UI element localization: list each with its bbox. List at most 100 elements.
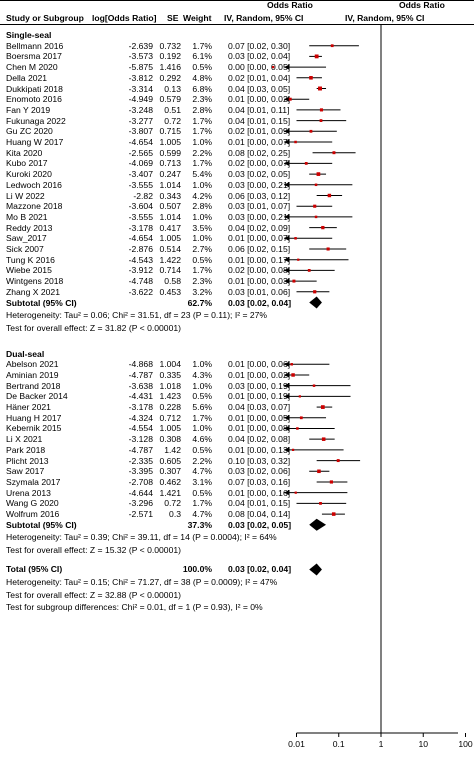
study-arrow-left [284,214,289,220]
study-log-or: -4.868 [128,359,153,370]
study-point [326,247,330,251]
study-log-or: -3.296 [128,498,153,509]
plot-method-header: IV, Random, 95% CI [345,13,425,23]
study-se: 1.005 [159,423,181,434]
study-log-or: -4.787 [128,444,153,455]
study-name: Kubo 2017 [6,158,48,169]
study-weight: 4.7% [192,509,212,520]
study-log-or: -2.708 [128,476,153,487]
study-weight: 4.6% [192,434,212,445]
study-name: Li W 2022 [6,190,45,201]
study-point [332,151,336,155]
study-weight: 1.0% [192,423,212,434]
study-name: Szymala 2017 [6,476,61,487]
study-name: Tung K 2016 [6,254,55,265]
subgroup-differences: Test for subgroup differences: Chi² = 0.… [6,601,263,612]
study-ci: 0.01 [0.00, 0.06] [228,359,291,370]
study-ci: 0.04 [0.01, 0.15] [228,498,291,509]
study-name: Aminian 2019 [6,369,59,380]
study-se: 0.712 [159,412,181,423]
study-ci: 0.06 [0.03, 0.12] [228,190,291,201]
study-log-or: -3.912 [128,265,153,276]
study-ci: 0.02 [0.01, 0.04] [228,72,291,83]
study-ci: 0.00 [0.00, 0.05] [228,62,291,73]
study-point [318,86,322,91]
study-point [319,501,322,505]
study-ci: 0.04 [0.03, 0.07] [228,402,291,413]
study-point [320,405,325,409]
x-tick-label: 100 [458,739,473,749]
study-weight: 1.7% [192,115,212,126]
col-se-header: SE [167,13,179,23]
study-name: Dukkipati 2018 [6,83,63,94]
study-ci: 0.03 [0.00, 0.21] [228,211,291,222]
study-ci: 0.01 [0.00, 0.19] [228,391,291,402]
study-weight: 3.2% [192,286,212,297]
study-point [317,469,321,474]
study-name: Kita 2020 [6,147,43,158]
study-se: 0.72 [164,498,181,509]
study-weight: 1.7% [192,412,212,423]
study-se: 1.422 [159,254,181,265]
study-se: 0.307 [159,466,181,477]
total-heterogeneity: Heterogeneity: Tau² = 0.15; Chi² = 71.27… [6,577,278,588]
subtotal-label: Subtotal (95% CI) [6,519,77,530]
study-weight: 1.0% [192,211,212,222]
subtotal-label: Subtotal (95% CI) [6,297,77,308]
study-arrow-left [284,425,289,431]
col-weight-header: Weight [183,13,212,23]
x-tick-label: 1 [379,739,384,749]
study-point [272,65,275,69]
study-log-or: -3.395 [128,466,153,477]
study-point [314,54,319,59]
study-ci: 0.07 [0.02, 0.30] [228,40,291,51]
study-se: 1.423 [159,391,181,402]
study-log-or: -2.571 [128,509,153,520]
study-ci: 0.03 [0.00, 0.21] [228,179,291,190]
study-point [330,44,334,48]
study-weight: 1.7% [192,126,212,137]
study-weight: 2.3% [192,276,212,287]
study-ci: 0.02 [0.00, 0.08] [228,265,291,276]
study-weight: 4.8% [192,72,212,83]
study-name: Sick 2007 [6,244,44,254]
study-se: 0.58 [164,276,181,287]
study-se: 0.3 [169,509,181,520]
study-ci: 0.01 [0.00, 0.02] [228,369,291,380]
study-arrow-left [284,372,289,378]
study-point [299,416,303,420]
study-name: Abelson 2021 [6,359,59,370]
study-name: Gu ZC 2020 [6,126,53,137]
study-name: Wiebe 2015 [6,265,52,276]
total-weight: 100.0% [182,564,212,575]
study-point [298,395,301,398]
study-se: 0.462 [159,476,181,487]
study-ci: 0.03 [0.00, 0.19] [228,380,291,391]
study-log-or: -2.335 [128,455,153,466]
study-log-or: -3.573 [128,51,153,62]
study-log-or: -4.949 [128,94,153,105]
study-se: 0.292 [159,72,181,83]
study-name: Ledwoch 2016 [6,179,62,190]
study-ci: 0.04 [0.02, 0.09] [228,222,291,233]
study-arrow-left [284,235,289,241]
study-weight: 2.7% [192,244,212,254]
study-se: 0.13 [164,83,181,94]
study-arrow-left [284,64,289,70]
study-se: 0.308 [159,434,181,445]
subtotal-diamond [309,296,322,309]
study-point [321,437,326,441]
study-ci: 0.03 [0.02, 0.04] [228,51,291,62]
study-weight: 3.1% [192,476,212,487]
study-log-or: -2.876 [128,244,153,254]
study-name: Enomoto 2016 [6,94,62,105]
study-weight: 2.8% [192,201,212,212]
study-weight: 3.5% [192,222,212,233]
study-arrow-left [284,96,289,102]
study-log-or: -3.555 [128,211,153,222]
study-arrow-left [284,139,289,145]
subtotal-weight: 62.7% [187,297,212,308]
study-point [319,119,323,122]
study-weight: 1.0% [192,359,212,370]
